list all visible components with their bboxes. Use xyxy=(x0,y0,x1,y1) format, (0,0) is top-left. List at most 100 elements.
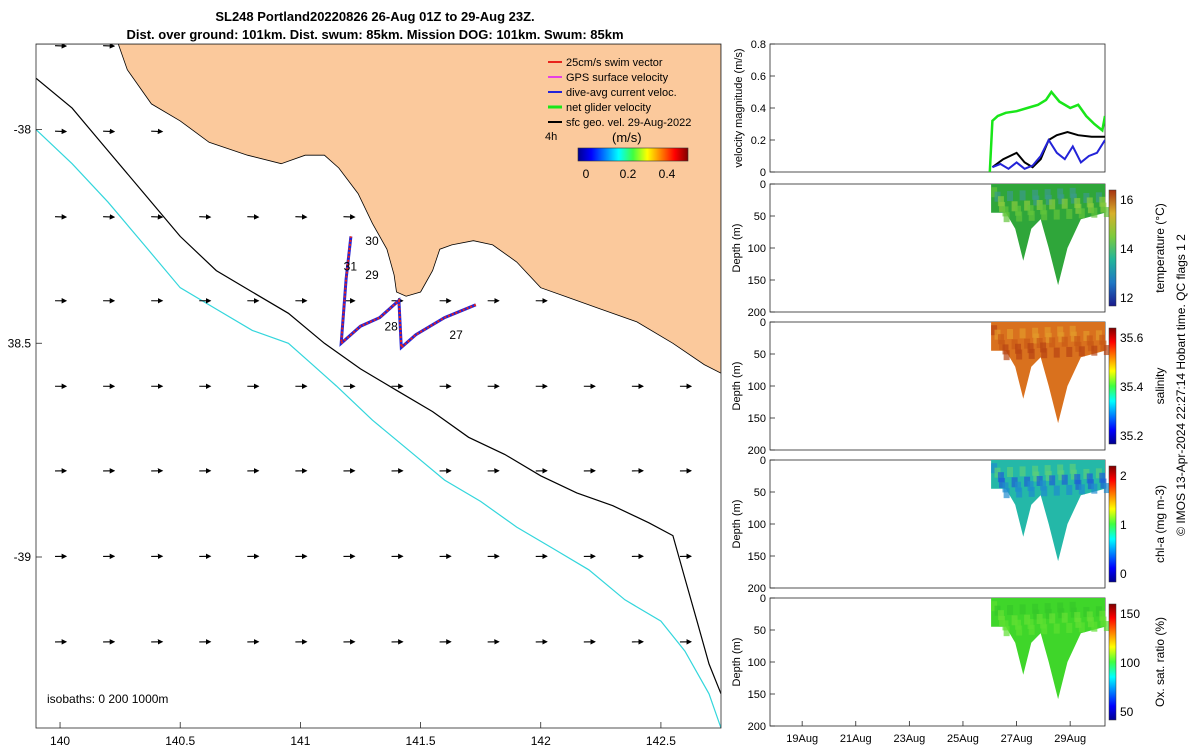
panel-colorbar xyxy=(1108,465,1117,583)
depth-panel-salinity: 0 50 100 150 200 Depth (m) 35.2 35.4 35.6 salinit… xyxy=(731,317,1167,457)
time-tick-label: 25Aug xyxy=(947,733,979,745)
colorbar-tick: 150 xyxy=(1120,607,1140,621)
velocity-ytick-label: 0.8 xyxy=(751,39,766,51)
time-tick-label: 23Aug xyxy=(893,733,925,745)
isobaths-note: isobaths: 0 200 1000m xyxy=(47,692,168,706)
depth-tick-label: 100 xyxy=(748,657,766,669)
colorbar-tick: 35.2 xyxy=(1120,429,1144,443)
map-colorbar xyxy=(577,147,689,162)
map-ytick-label: -38 xyxy=(14,123,32,137)
depth-tick-label: 200 xyxy=(748,307,766,319)
colorbar-tick: 0 xyxy=(1120,567,1127,581)
dive-avg-track xyxy=(339,236,477,351)
depth-panel-chl-a: 0 50 100 150 200 Depth (m) 0 1 2 chl-a (mg m-3) xyxy=(731,455,1167,595)
day-label: 31 xyxy=(344,260,358,274)
map-colorbar-tick-2: 0.4 xyxy=(659,167,676,181)
depth-tick-label: 50 xyxy=(754,349,766,361)
legend-dive-label: dive-avg current veloc. xyxy=(566,87,677,99)
map-xtick-label: 140.5 xyxy=(165,734,195,748)
panel-colorbar xyxy=(1108,189,1117,307)
colorbar-tick: 1 xyxy=(1120,518,1127,532)
time-tick-label: 27Aug xyxy=(1001,733,1033,745)
map-legend: 25cm/s swim vector GPS surface velocity … xyxy=(545,57,691,181)
imos-credit: © IMOS 13-Apr-2024 22:27:14 Hobart time.… xyxy=(1174,234,1188,536)
depth-tick-label: 150 xyxy=(748,551,766,563)
colorbar-tick: 12 xyxy=(1120,291,1134,305)
colorbar-label: temperature (°C) xyxy=(1153,203,1167,293)
depth-tick-label: 50 xyxy=(754,211,766,223)
colorbar-label: salinity xyxy=(1153,368,1167,405)
time-axis: 19Aug 21Aug 23Aug 25Aug 27Aug 29Aug xyxy=(786,721,1086,745)
time-tick-label: 21Aug xyxy=(840,733,872,745)
colorbar-tick: 100 xyxy=(1120,656,1140,670)
depth-tick-label: 200 xyxy=(748,445,766,457)
map-xtick-label: 142 xyxy=(531,734,551,748)
velocity-series-line xyxy=(988,89,1105,172)
depth-ylabel: Depth (m) xyxy=(731,224,743,273)
depth-tick-label: 100 xyxy=(748,519,766,531)
isobath-200m xyxy=(36,77,721,695)
colorbar-label: chl-a (mg m-3) xyxy=(1153,485,1167,563)
depth-ylabel: Depth (m) xyxy=(731,638,743,687)
map-colorbar-tick-0: 0 xyxy=(583,167,590,181)
velocity-ytick-label: 0.2 xyxy=(751,135,766,147)
depth-tick-label: 0 xyxy=(760,593,766,605)
colorbar-tick: 35.6 xyxy=(1120,331,1144,345)
figure-subtitle: Dist. over ground: 101km. Dist. swum: 85… xyxy=(126,27,624,42)
depth-tick-label: 200 xyxy=(748,721,766,733)
velocity-axis: 0 0.2 0.4 0.6 0.8 xyxy=(751,39,775,179)
figure-title: SL248 Portland20220826 26-Aug 01Z to 29-… xyxy=(215,9,535,24)
legend-geo-label: sfc geo. vel. 29-Aug-2022 xyxy=(566,117,691,129)
colorbar-tick: 35.4 xyxy=(1120,380,1144,394)
legend-swim-label: 25cm/s swim vector xyxy=(566,57,663,69)
velocity-ytick-label: 0.4 xyxy=(751,103,766,115)
depth-tick-label: 150 xyxy=(748,275,766,287)
velocity-frame xyxy=(769,43,1106,173)
panel-colorbar xyxy=(1108,603,1117,721)
colorbar-tick: 16 xyxy=(1120,193,1134,207)
map-xtick-label: 142.5 xyxy=(646,734,676,748)
velocity-ytick-label: 0.6 xyxy=(751,71,766,83)
day-label: 30 xyxy=(365,234,379,248)
land-area xyxy=(36,44,721,374)
depth-panel-temperature: 0 50 100 150 200 Depth (m) 12 14 16 temperature (… xyxy=(731,179,1167,319)
isobath-1000m xyxy=(36,129,721,728)
depth-tick-label: 0 xyxy=(760,179,766,191)
map-ytick-label: -39 xyxy=(14,550,32,564)
depth-tick-label: 100 xyxy=(748,243,766,255)
map-ytick-label: 38.5 xyxy=(8,336,32,350)
day-label: 29 xyxy=(365,268,379,282)
map-colorbar-title: (m/s) xyxy=(612,130,642,145)
map-xtick-label: 140 xyxy=(50,734,70,748)
depth-ylabel: Depth (m) xyxy=(731,500,743,549)
depth-tick-label: 50 xyxy=(754,625,766,637)
colorbar-tick: 50 xyxy=(1120,705,1134,719)
velocity-ylabel: velocity magnitude (m/s) xyxy=(733,48,745,167)
time-tick-label: 29Aug xyxy=(1054,733,1086,745)
day-label: 27 xyxy=(449,328,463,342)
legend-gps-label: GPS surface velocity xyxy=(566,72,669,84)
current-vector-field xyxy=(55,44,693,645)
depth-tick-label: 100 xyxy=(748,381,766,393)
depth-tick-label: 150 xyxy=(748,689,766,701)
depth-tick-label: 0 xyxy=(760,317,766,329)
depth-ylabel: Depth (m) xyxy=(731,362,743,411)
velocity-series-line xyxy=(992,137,1105,171)
legend-time-label: 4h xyxy=(545,131,557,143)
track-day-labels: 30 31 29 28 27 xyxy=(344,234,463,342)
legend-net-label: net glider velocity xyxy=(566,102,651,114)
map-xtick-label: 141 xyxy=(290,734,310,748)
colorbar-tick: 14 xyxy=(1120,242,1134,256)
day-label: 28 xyxy=(385,319,399,333)
depth-tick-label: 50 xyxy=(754,487,766,499)
time-tick-label: 19Aug xyxy=(786,733,818,745)
map-longitude-axis: 140 140.5 141 141.5 142 142.5 xyxy=(50,722,676,748)
map-frame xyxy=(35,43,722,729)
depth-tick-label: 200 xyxy=(748,583,766,595)
map-colorbar-tick-1: 0.2 xyxy=(620,167,637,181)
panel-colorbar xyxy=(1108,327,1117,445)
colorbar-label: Ox. sat. ratio (%) xyxy=(1153,617,1167,707)
